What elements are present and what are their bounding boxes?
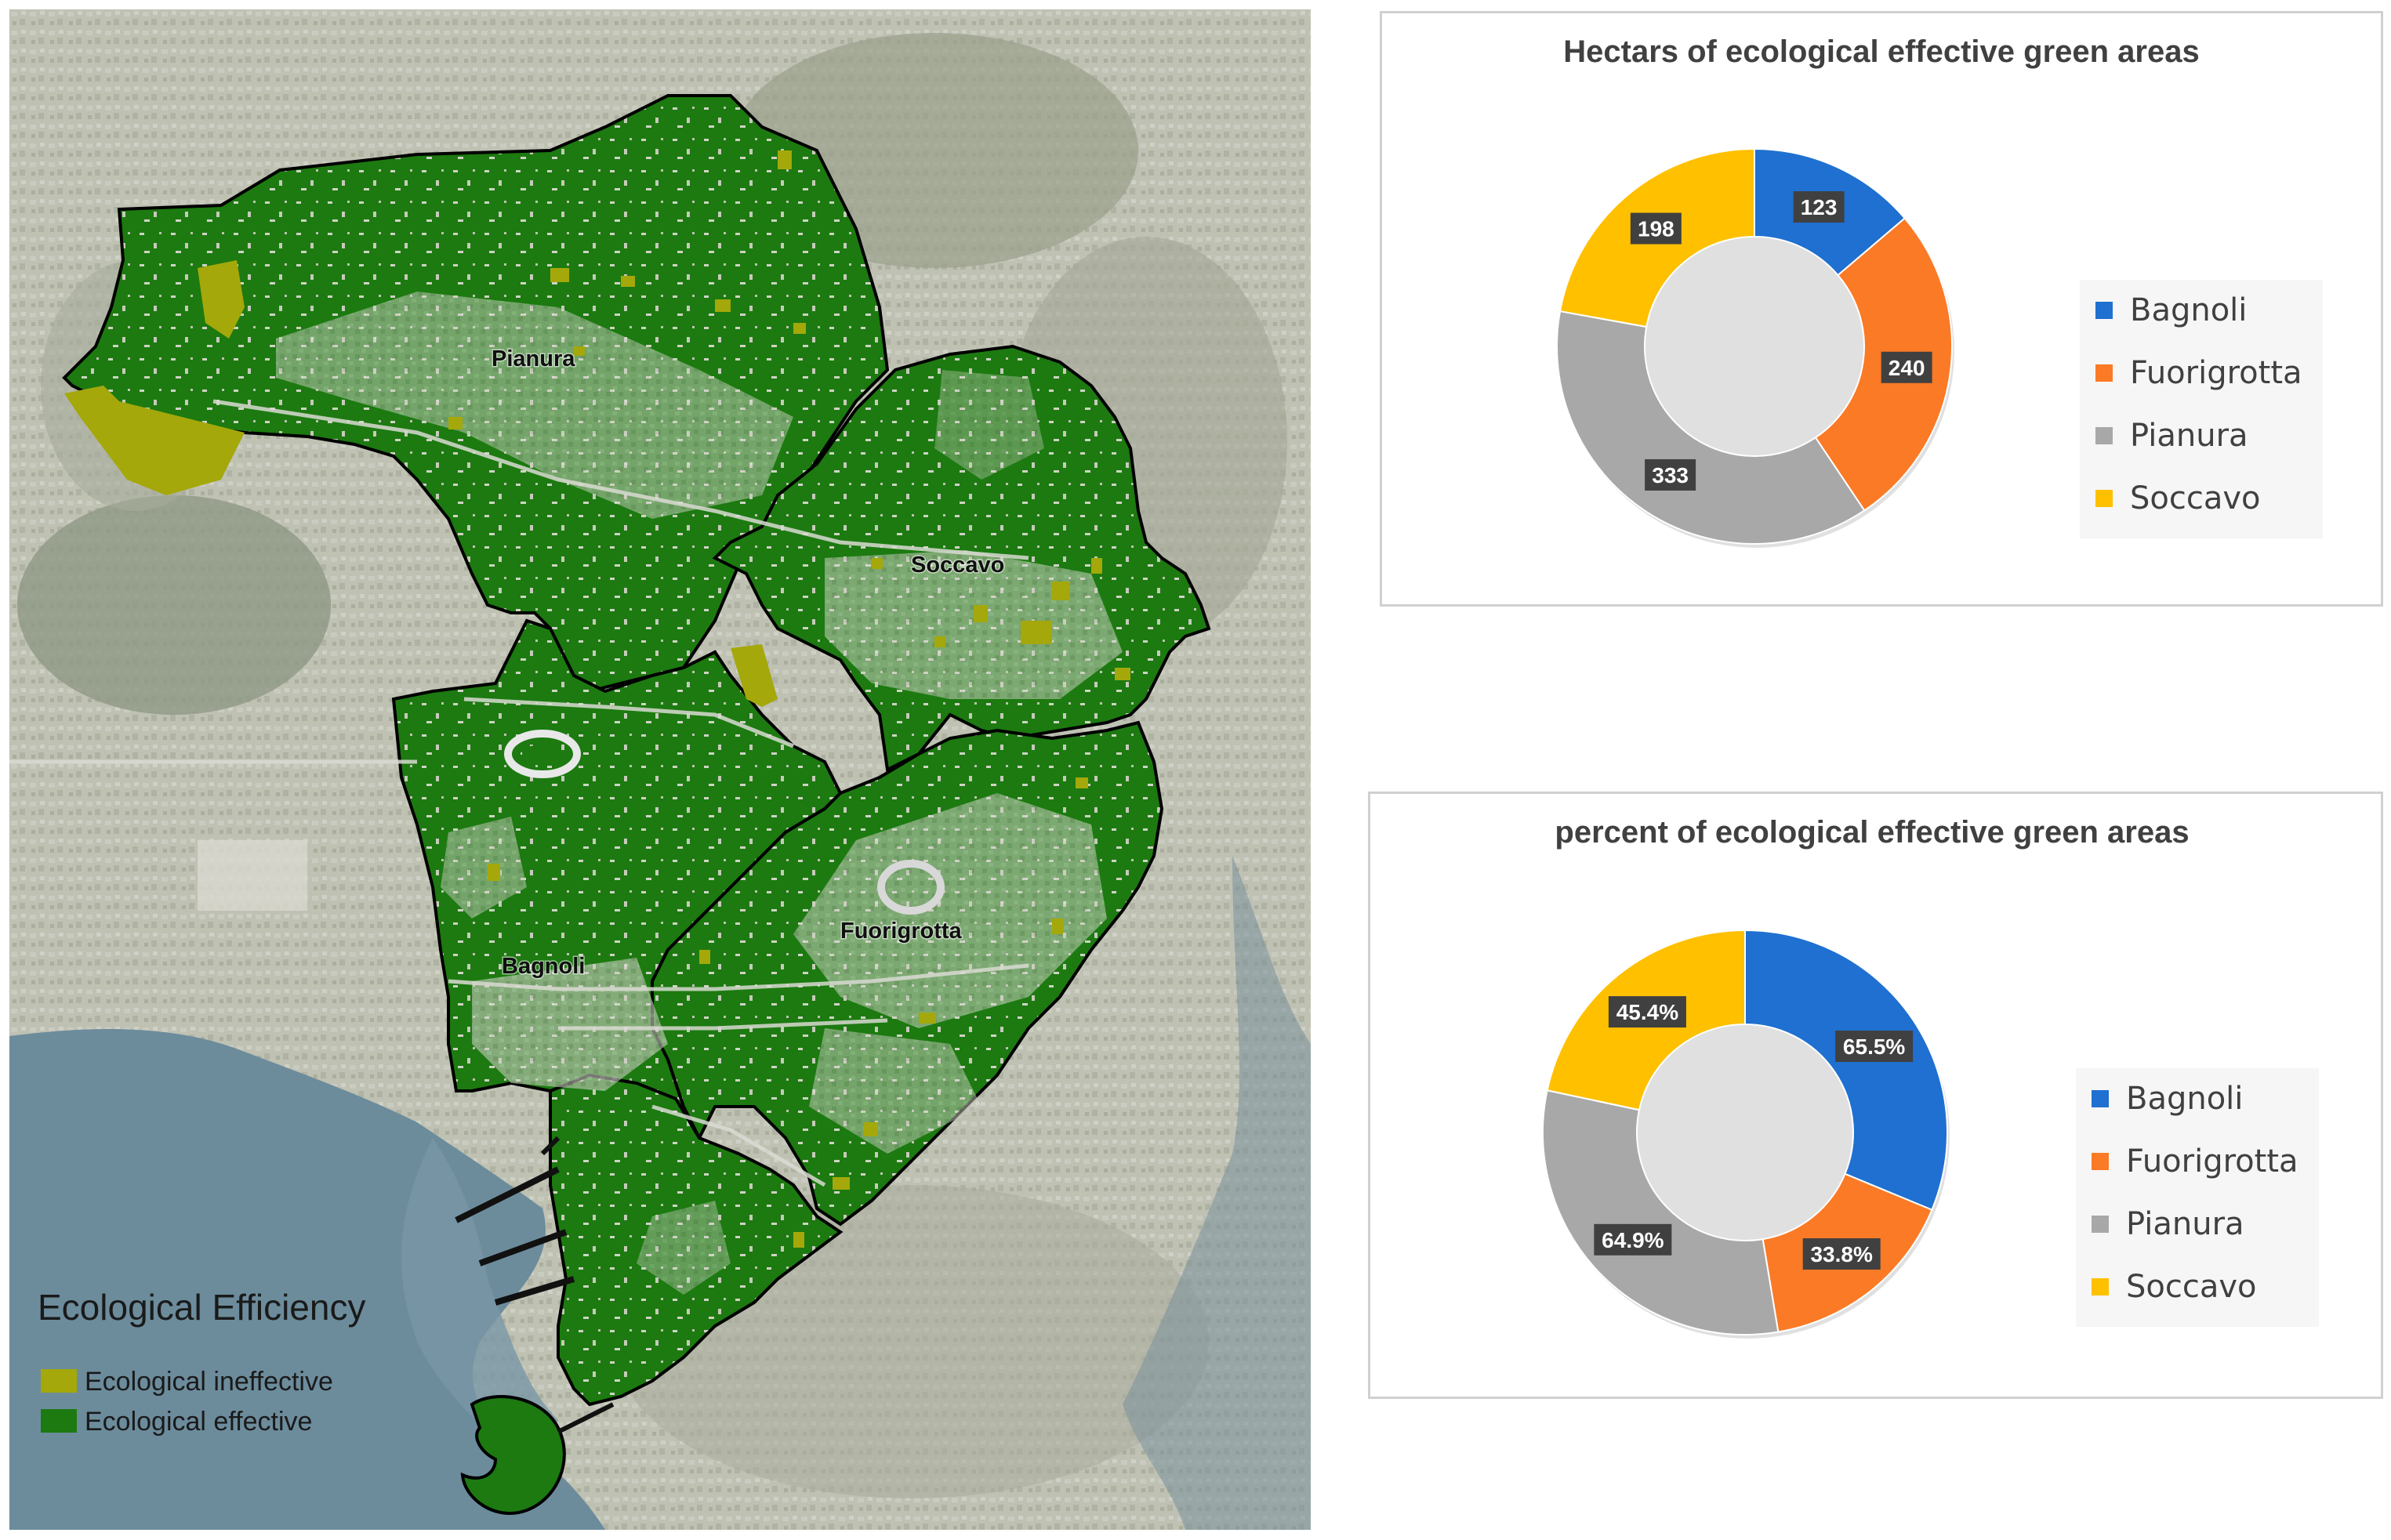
- map-svg: Pianura Soccavo Fuorigrotta Bagnoli Ecol…: [9, 9, 1311, 1530]
- legend-label-soccavo: Soccavo: [2126, 1269, 2257, 1305]
- data-label-fuorigrotta: 240: [1888, 356, 1925, 380]
- data-label-box-pianura: [1645, 458, 1696, 491]
- legend-label-effective: Ecological effective: [85, 1407, 312, 1437]
- sea-area: [9, 1029, 605, 1530]
- legend-label-fuorigrotta: Fuorigrotta: [2126, 1143, 2298, 1179]
- map-label-pianura: Pianura: [492, 346, 575, 371]
- hectares-chart-legend: Bagnoli Fuorigrotta Pianura Soccavo: [2080, 280, 2323, 538]
- sports-track: [504, 730, 581, 778]
- data-label-box-pianura: [1594, 1223, 1672, 1256]
- data-label-soccavo: 45.4%: [1616, 1000, 1678, 1024]
- legend-label-pianura: Pianura: [2126, 1206, 2244, 1242]
- data-label-box-bagnoli: [1793, 191, 1845, 223]
- percent-chart-legend: Bagnoli Fuorigrotta Pianura Soccavo: [2076, 1068, 2319, 1327]
- hectares-donut: 123 240 333 198: [1556, 147, 1954, 548]
- percent-donut-chart: percent of ecological effective green ar…: [1542, 815, 2319, 1339]
- legend-swatch-soccavo: [2092, 1278, 2109, 1295]
- data-label-box-soccavo: [1608, 996, 1686, 1028]
- legend-label-soccavo: Soccavo: [2130, 480, 2261, 516]
- hectares-chart-panel: Hectars of ecological effective green ar…: [1380, 11, 2383, 607]
- legend-swatch-fuorigrotta: [2092, 1153, 2109, 1170]
- legend-label-ineffective: Ecological ineffective: [85, 1367, 333, 1397]
- donut-slice-pianura: [1542, 1089, 1780, 1335]
- legend-swatch-bagnoli: [2092, 1090, 2109, 1107]
- data-label-fuorigrotta: 33.8%: [1810, 1242, 1872, 1266]
- data-label-soccavo: 198: [1638, 217, 1674, 241]
- road-network: [9, 399, 1029, 1187]
- legend-swatch-pianura: [2095, 427, 2113, 444]
- legend-label-pianura: Pianura: [2130, 418, 2248, 454]
- donut-slice-pianura: [1556, 310, 1866, 545]
- legend-label-fuorigrotta: Fuorigrotta: [2130, 355, 2302, 391]
- legend-swatch-effective: [41, 1409, 77, 1433]
- map-label-fuorigrotta: Fuorigrotta: [840, 919, 963, 944]
- legend-swatch-ineffective: [41, 1369, 77, 1393]
- data-label-pianura: 64.9%: [1602, 1228, 1664, 1252]
- legend-swatch-fuorigrotta: [2095, 364, 2113, 382]
- data-label-box-fuorigrotta: [1881, 351, 1932, 383]
- hectares-chart-title: Hectars of ecological effective green ar…: [1563, 34, 2199, 69]
- legend-swatch-pianura: [2092, 1216, 2109, 1233]
- legend-swatch-bagnoli: [2095, 302, 2113, 319]
- map-legend: Ecological Efficiency Ecological ineffec…: [38, 1287, 365, 1437]
- data-label-box-soccavo: [1630, 212, 1682, 245]
- map-label-bagnoli: Bagnoli: [502, 954, 585, 979]
- map-legend-title: Ecological Efficiency: [38, 1287, 365, 1328]
- legend-background: [2076, 1068, 2319, 1327]
- stadium: [877, 860, 945, 915]
- data-label-box-bagnoli: [1835, 1030, 1914, 1062]
- donut-slice-bagnoli: [1744, 929, 1948, 1212]
- legend-background: [2080, 280, 2323, 538]
- data-label-bagnoli: 65.5%: [1843, 1035, 1905, 1059]
- percent-donut: 65.5% 33.8% 64.9% 45.4%: [1542, 929, 1950, 1339]
- ineffective-patches: [64, 150, 1130, 1248]
- data-label-box-fuorigrotta: [1802, 1238, 1881, 1270]
- legend-label-bagnoli: Bagnoli: [2126, 1081, 2243, 1117]
- legend-swatch-soccavo: [2095, 490, 2113, 507]
- island-nisida: [460, 1395, 566, 1515]
- urban-patches: [276, 292, 1123, 1295]
- data-label-pianura: 333: [1652, 463, 1689, 487]
- data-label-bagnoli: 123: [1801, 195, 1838, 219]
- percent-chart-panel: percent of ecological effective green ar…: [1368, 792, 2383, 1399]
- legend-label-bagnoli: Bagnoli: [2130, 292, 2247, 328]
- hectares-donut-chart: Hectars of ecological effective green ar…: [1556, 34, 2323, 548]
- map-panel: Pianura Soccavo Fuorigrotta Bagnoli Ecol…: [9, 9, 1311, 1530]
- percent-chart-title: percent of ecological effective green ar…: [1555, 815, 2189, 850]
- map-label-soccavo: Soccavo: [911, 553, 1004, 578]
